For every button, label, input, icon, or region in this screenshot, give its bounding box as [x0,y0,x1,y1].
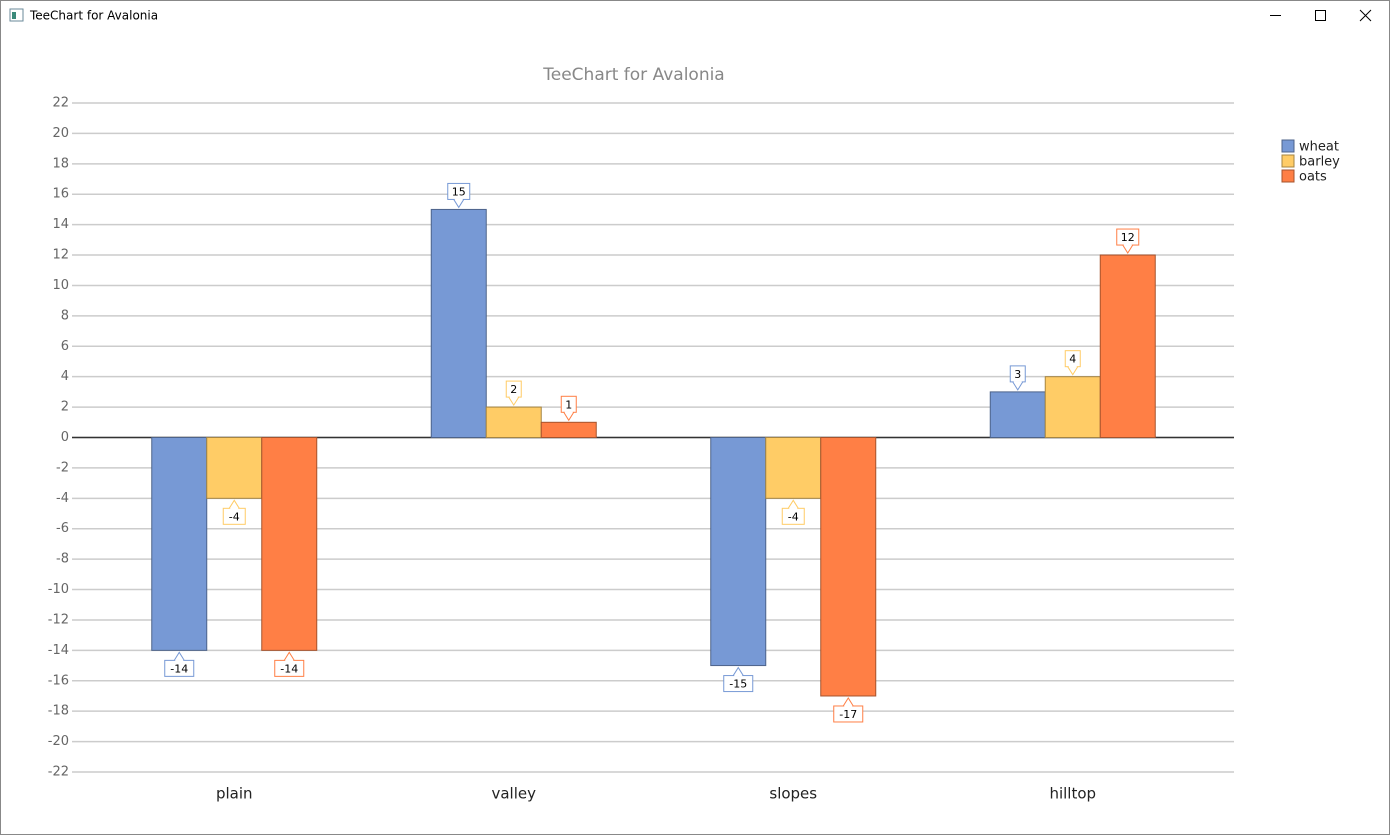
app-icon [9,8,24,22]
data-label: 4 [1069,353,1076,366]
label-pointer [787,499,799,509]
bar [765,437,822,499]
y-tick-label: 20 [52,126,69,141]
bar [206,437,263,499]
y-tick-label: 6 [61,339,69,354]
data-label: 2 [510,383,517,396]
y-tick-label: -22 [48,765,69,780]
close-button[interactable] [1359,9,1372,22]
x-tick-label: plain [216,785,253,803]
y-tick-label: 2 [61,400,69,415]
data-label: -14 [170,662,188,675]
bar [261,437,318,651]
x-tick-label: valley [491,785,536,803]
y-tick-label: -2 [56,460,69,475]
label-pointer [1122,244,1134,254]
label-pointer [173,651,185,661]
window-title: TeeChart for Avalonia [29,9,158,23]
y-tick-label: -14 [48,643,69,658]
data-label: -4 [788,510,799,523]
legend-swatch [1281,169,1295,183]
y-tick-label: -12 [48,612,69,627]
y-tick-label: 4 [61,369,69,384]
bar [989,391,1046,438]
bar [1099,254,1156,438]
legend-label: barley [1299,155,1340,170]
y-tick-label: -20 [48,734,69,749]
label-pointer [228,499,240,509]
y-tick-label: 18 [52,156,69,171]
label-pointer [453,199,465,209]
data-label: 15 [452,185,466,198]
y-tick-label: -16 [48,673,69,688]
y-tick-label: 14 [52,217,69,232]
bar [710,437,767,667]
label-pointer [1067,366,1079,376]
data-label: 1 [565,398,572,411]
data-label: 3 [1014,368,1021,381]
data-label: -17 [839,708,857,721]
legend-swatch [1281,139,1295,153]
y-tick-label: -10 [48,582,69,597]
label-pointer [732,666,744,676]
x-tick-label: hilltop [1049,785,1096,803]
legend-label: oats [1299,170,1327,185]
y-tick-label: 8 [61,308,69,323]
y-tick-label: -8 [56,552,69,567]
legend-label: wheat [1299,140,1339,155]
data-label: 12 [1121,231,1135,244]
legend-swatch [1281,154,1295,168]
label-pointer [508,396,520,407]
data-label: -14 [280,662,298,675]
data-label: -15 [729,678,747,691]
label-pointer [563,412,575,422]
y-tick-label: 16 [52,187,69,202]
y-tick-label: 12 [52,248,69,263]
bar [1044,376,1101,439]
y-tick-label: 22 [52,96,69,111]
y-tick-label: 0 [61,430,69,445]
label-pointer [842,697,854,707]
bar [540,421,597,438]
label-pointer [1012,381,1024,391]
y-tick-label: -18 [48,704,69,719]
bar [820,437,877,697]
maximize-button[interactable] [1315,10,1326,21]
chart-title: TeeChart for Avalonia [542,65,724,85]
data-label: -4 [229,510,240,523]
y-tick-label: -6 [56,521,69,536]
x-tick-label: slopes [769,785,817,803]
bar [430,208,487,438]
y-tick-label: -4 [56,491,69,506]
bar [151,437,208,651]
bar [485,406,542,439]
y-tick-label: 10 [52,278,69,293]
label-pointer [283,651,295,661]
